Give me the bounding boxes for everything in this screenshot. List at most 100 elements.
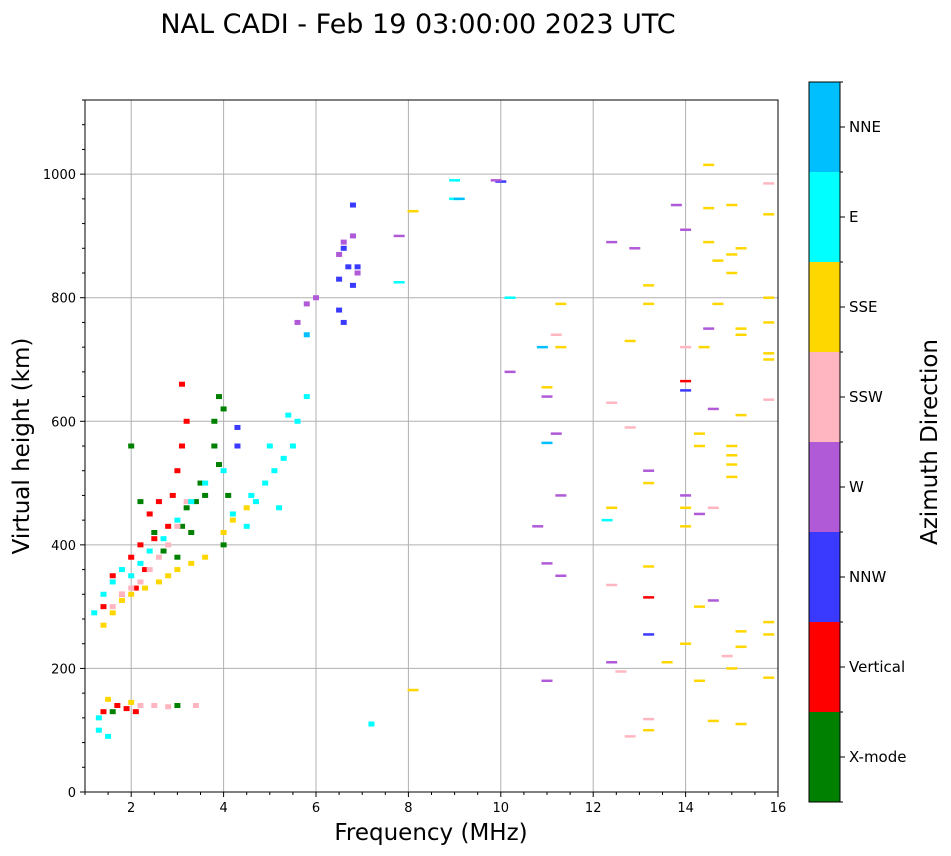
data-point [670, 203, 682, 207]
data-point [109, 604, 116, 610]
data-point [313, 295, 319, 301]
data-point [536, 345, 548, 349]
data-point [192, 703, 199, 708]
data-point [336, 276, 343, 282]
data-point [109, 579, 116, 585]
data-point [151, 703, 158, 708]
series-x-mode [109, 394, 232, 715]
data-point [137, 579, 144, 585]
data-point [541, 386, 553, 389]
data-point [174, 554, 181, 560]
data-point [303, 332, 310, 338]
data-point [229, 511, 236, 517]
data-point [220, 468, 227, 474]
data-point [354, 270, 361, 276]
data-point [137, 703, 144, 708]
data-point [229, 517, 236, 523]
data-point [225, 492, 232, 498]
data-point [142, 567, 149, 573]
data-point [643, 302, 655, 306]
colorbar-tick-label: NNW [849, 568, 886, 586]
data-point [151, 536, 158, 542]
data-point [393, 281, 405, 284]
data-point [624, 426, 636, 429]
data-point [128, 591, 135, 597]
data-point [91, 610, 98, 616]
data-point [541, 679, 553, 683]
data-point [643, 728, 655, 732]
data-point [174, 703, 181, 708]
data-point [555, 574, 567, 577]
data-point [188, 530, 195, 535]
colorbar-tick-label: SSE [849, 298, 878, 316]
data-point [735, 327, 747, 330]
data-point [680, 525, 692, 528]
colorbar-frame [808, 81, 841, 803]
plot-background [85, 100, 778, 792]
data-point [192, 499, 199, 505]
data-point [349, 282, 356, 288]
data-point [680, 345, 692, 349]
data-point [165, 523, 172, 529]
colorbar-tick-label: W [849, 478, 864, 496]
colorbar-segment [809, 532, 840, 622]
data-point [211, 443, 218, 449]
data-point [220, 406, 227, 412]
series-nnw [234, 180, 692, 636]
data-point [183, 418, 190, 424]
chart-title: NAL CADI - Feb 19 03:00:00 2023 UTC [160, 9, 675, 40]
data-point [712, 302, 724, 306]
data-point [289, 443, 296, 449]
data-point [174, 567, 181, 573]
data-point [128, 573, 135, 579]
data-point [393, 234, 405, 238]
data-point [243, 505, 250, 511]
data-point [606, 583, 618, 587]
data-point [179, 381, 186, 387]
x-tick-label: 12 [585, 801, 602, 816]
data-point [142, 585, 149, 591]
data-point [109, 610, 116, 616]
colorbar-segment [809, 82, 840, 172]
data-point [703, 206, 715, 210]
data-point [606, 401, 618, 404]
data-point [266, 443, 273, 449]
data-point [155, 499, 162, 505]
data-point [721, 654, 733, 658]
series-w [294, 179, 719, 683]
series-ssw [109, 182, 775, 738]
colorbar-segment [809, 442, 840, 532]
data-point [680, 642, 692, 645]
data-point [188, 499, 195, 505]
data-point [151, 530, 158, 535]
data-point [735, 333, 747, 337]
data-point [763, 398, 775, 401]
data-point [95, 715, 102, 721]
colorbar-segment [809, 262, 840, 352]
data-point [550, 432, 562, 435]
data-point [643, 284, 655, 287]
colorbar-segment [809, 622, 840, 712]
data-point [262, 480, 269, 486]
data-point [407, 688, 419, 692]
y-tick-label: 200 [51, 662, 76, 677]
y-tick-label: 800 [51, 292, 76, 307]
x-axis-label: Frequency (MHz) [334, 820, 527, 846]
y-tick-label: 600 [51, 415, 76, 430]
data-point [220, 542, 227, 548]
data-point [643, 633, 655, 636]
data-point [95, 727, 102, 733]
data-point [726, 454, 738, 457]
data-points [91, 163, 775, 739]
data-point [726, 253, 738, 256]
data-point [105, 696, 112, 702]
data-point [763, 358, 775, 361]
data-point [693, 679, 705, 683]
data-point [735, 645, 747, 649]
data-point [303, 394, 310, 400]
data-point [109, 573, 116, 579]
data-point [407, 209, 419, 213]
colorbar-segment [809, 352, 840, 442]
data-point [118, 567, 125, 573]
data-point [114, 703, 121, 708]
